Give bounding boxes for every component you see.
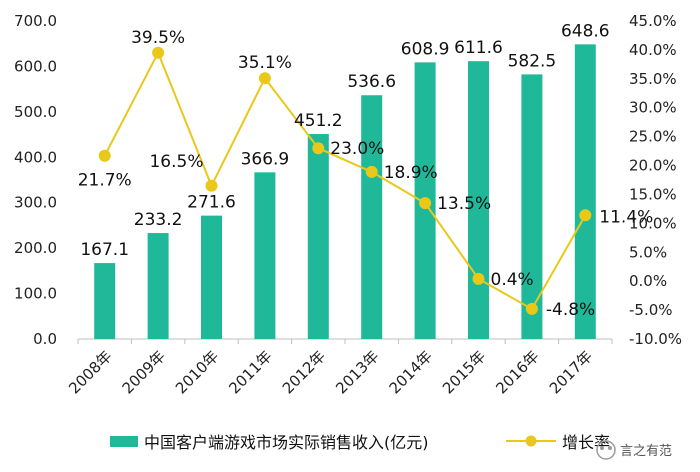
x-category-label: 2015年 — [439, 347, 489, 397]
growth-rate-label: 23.0% — [330, 139, 384, 159]
growth-point — [152, 46, 165, 59]
watermark-logo-dot-icon — [600, 446, 604, 450]
growth-line — [103, 50, 587, 311]
bar-value-label: 167.1 — [80, 240, 129, 260]
growth-rate-label: 0.4% — [491, 270, 534, 290]
bar — [94, 263, 116, 339]
legend: 中国客户端游戏市场实际销售收入(亿元) 增长率 — [110, 433, 610, 452]
x-category-label: 2009年 — [119, 347, 169, 397]
bar-value-label: 451.2 — [294, 111, 343, 131]
growth-rate-label: 21.7% — [78, 171, 132, 191]
x-category-label: 2012年 — [279, 347, 329, 397]
watermark-text: 言之有范 — [620, 444, 672, 459]
x-category-label: 2017年 — [546, 347, 596, 397]
y-left-tick-label: 0.0 — [33, 330, 57, 348]
growth-rate-label: 11.4% — [599, 207, 653, 227]
growth-point — [579, 209, 592, 222]
y-right-tick-label: 10.0% — [629, 214, 677, 232]
bar-value-label: 648.6 — [561, 21, 610, 41]
bar — [254, 172, 276, 339]
growth-point — [312, 142, 325, 155]
bar-value-label: 233.2 — [134, 210, 183, 230]
watermark-logo-icon — [596, 440, 616, 460]
y-left-tick-label: 300.0 — [14, 194, 57, 212]
bar-value-label: 271.6 — [187, 193, 236, 213]
bar — [201, 215, 222, 339]
y-left-tick-label: 500.0 — [14, 103, 57, 121]
bar — [521, 74, 543, 339]
growth-point — [472, 272, 485, 285]
y-left-tick-label: 200.0 — [14, 239, 57, 257]
legend-marker-icon — [525, 435, 537, 447]
y-left-tick-label: 400.0 — [14, 148, 57, 166]
bar — [307, 134, 329, 339]
growth-point — [525, 302, 538, 315]
growth-rate-label: 13.5% — [437, 194, 491, 214]
y-right-tick-label: 35.0% — [629, 70, 677, 88]
y-right-tick-label: 0.0% — [629, 272, 667, 290]
bar-value-label: 536.6 — [347, 72, 396, 92]
bar-value-label: 582.5 — [508, 51, 557, 71]
y-right-tick-label: 5.0% — [629, 243, 667, 261]
y-right-tick-label: -5.0% — [629, 301, 673, 319]
growth-point — [419, 197, 432, 210]
x-category-label: 2016年 — [492, 347, 542, 397]
growth-rate-label: -4.8% — [546, 300, 595, 320]
watermark-logo-dot-icon — [608, 446, 612, 450]
y-left-tick-label: 700.0 — [14, 12, 57, 30]
legend-bar-swatch — [110, 436, 138, 447]
y-right-tick-label: -10.0% — [629, 330, 682, 348]
growth-rate-label: 16.5% — [149, 152, 203, 172]
growth-rate-label: 35.1% — [238, 53, 292, 73]
x-category-label: 2014年 — [386, 347, 436, 397]
y-left-tick-label: 600.0 — [14, 57, 57, 75]
x-category-label: 2008年 — [65, 347, 115, 397]
x-category-label: 2013年 — [332, 347, 382, 397]
y-right-tick-label: 30.0% — [629, 99, 677, 117]
growth-point — [205, 179, 218, 192]
bar-value-label: 608.9 — [401, 39, 450, 59]
growth-rate-label: 39.5% — [131, 28, 185, 48]
growth-point — [258, 72, 271, 85]
bar — [147, 233, 169, 339]
bar-value-label: 366.9 — [241, 149, 290, 169]
growth-point — [98, 149, 111, 162]
bar — [468, 61, 489, 340]
growth-rate-label: 18.9% — [384, 163, 438, 183]
bars-layer — [94, 44, 596, 340]
growth-point — [365, 165, 378, 178]
growth-line-layer — [98, 46, 592, 315]
bar — [574, 44, 596, 340]
y-right-tick-label: 45.0% — [629, 12, 677, 30]
y-right-tick-label: 25.0% — [629, 128, 677, 146]
legend-bar-label: 中国客户端游戏市场实际销售收入(亿元) — [144, 433, 429, 452]
watermark: 言之有范 — [596, 440, 672, 460]
y-right-tick-label: 15.0% — [629, 185, 677, 203]
x-category-label: 2011年 — [225, 347, 275, 397]
y-right-tick-label: 40.0% — [629, 41, 677, 59]
bar-value-label: 611.6 — [454, 38, 503, 58]
y-left-tick-label: 100.0 — [14, 285, 57, 303]
bar — [361, 95, 383, 339]
y-right-tick-label: 20.0% — [629, 157, 677, 175]
x-category-label: 2010年 — [172, 347, 222, 397]
